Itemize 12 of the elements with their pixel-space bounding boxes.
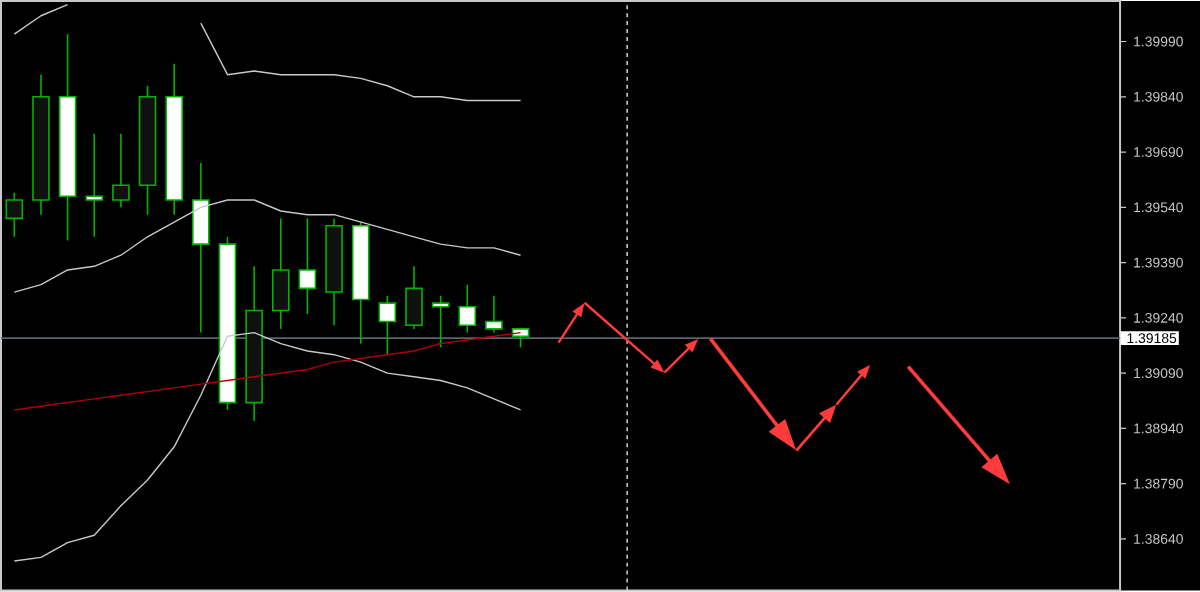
candlestick (85, 133, 104, 238)
candlestick (5, 192, 24, 238)
candlestick (271, 217, 290, 330)
candlestick (431, 295, 450, 349)
candlestick (485, 295, 503, 334)
candlestick (298, 217, 317, 316)
candlestick (458, 284, 477, 334)
candlestick (192, 162, 210, 334)
candlestick (405, 265, 423, 330)
candlestick (112, 133, 130, 209)
candlestick (511, 328, 530, 349)
candlestick (378, 295, 397, 356)
